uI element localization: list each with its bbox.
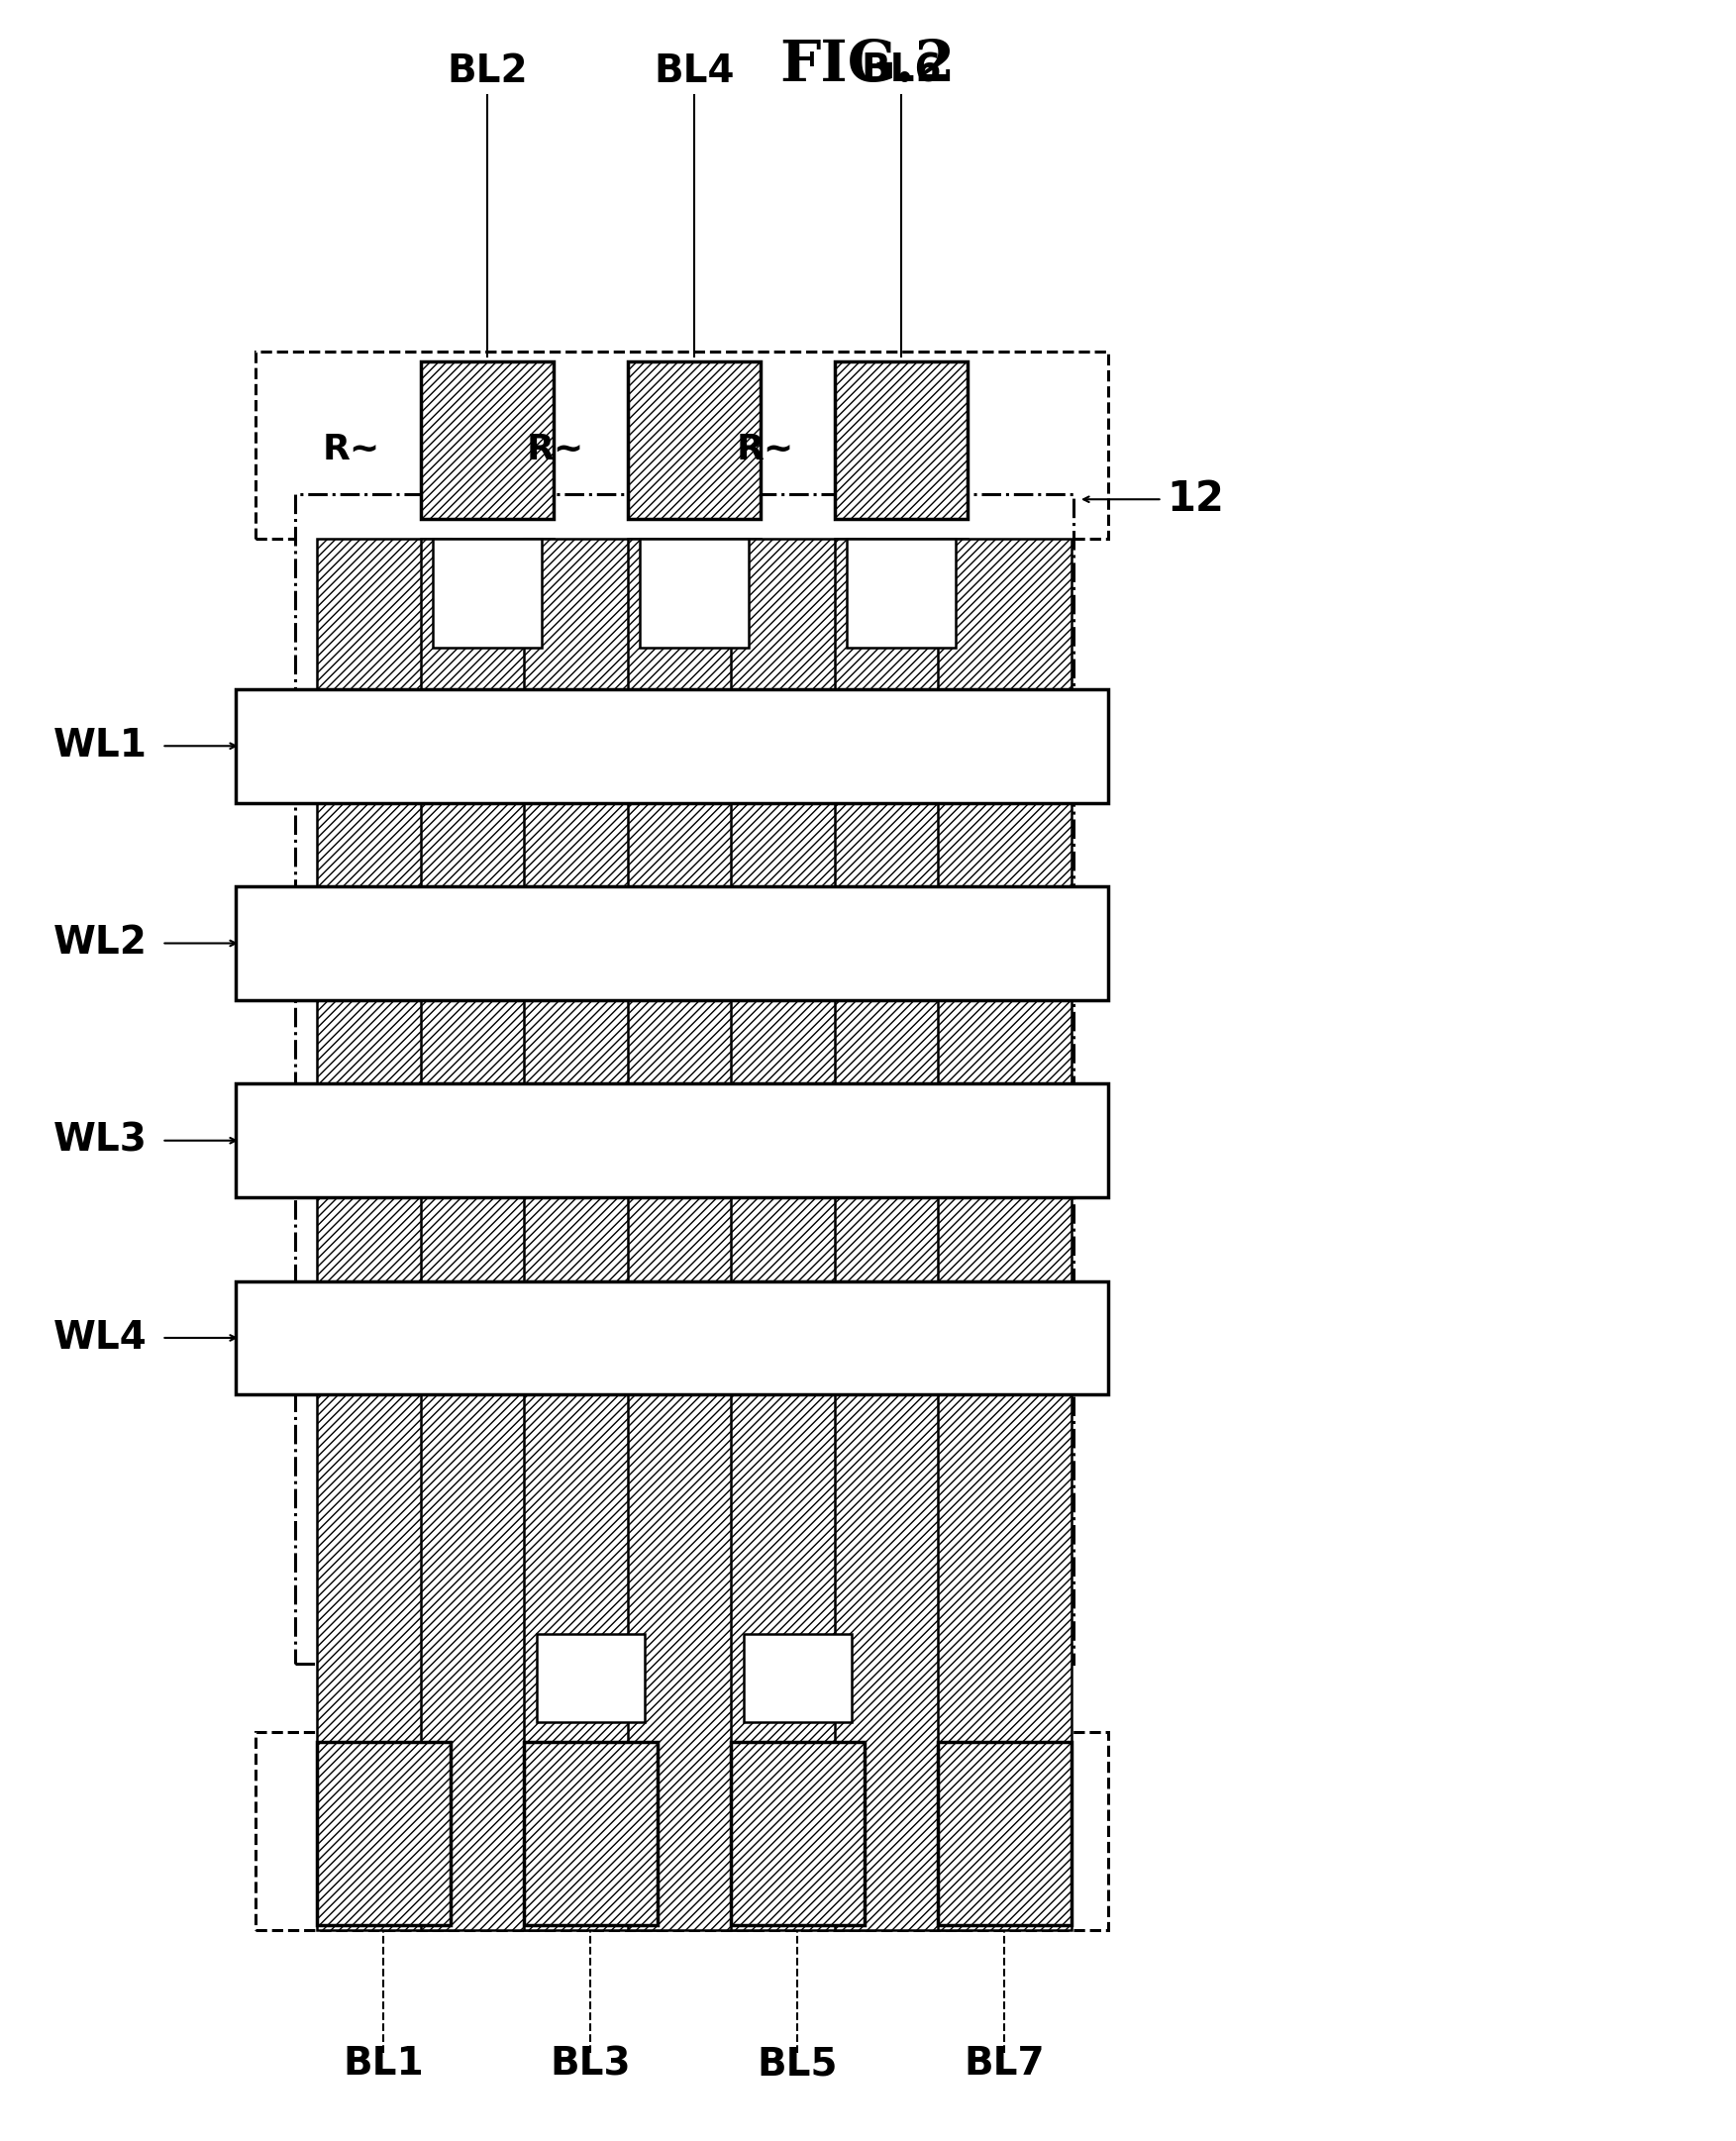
Bar — [937, 1743, 1071, 1925]
Bar — [524, 1280, 658, 1394]
Text: BL2: BL2 — [446, 51, 528, 90]
Bar — [318, 886, 450, 1000]
Bar — [731, 1743, 865, 1925]
Bar — [236, 1280, 1108, 1394]
Bar — [295, 495, 1073, 1664]
Bar — [236, 886, 1108, 1000]
Bar — [420, 886, 554, 1000]
Bar — [627, 362, 760, 518]
Text: R~: R~ — [526, 432, 585, 467]
Bar — [524, 689, 658, 803]
Bar — [731, 540, 865, 1929]
Bar — [420, 1280, 554, 1394]
Text: FIG.2: FIG.2 — [779, 39, 955, 92]
Bar — [937, 1083, 1071, 1197]
Text: BL3: BL3 — [550, 2045, 630, 2083]
Bar — [536, 1634, 644, 1724]
Bar — [318, 689, 450, 803]
Bar — [524, 540, 658, 1929]
Bar — [255, 1732, 1108, 1929]
Text: WL3: WL3 — [54, 1122, 148, 1160]
Bar — [420, 540, 554, 1929]
Bar — [627, 540, 760, 1929]
Text: 12: 12 — [1167, 480, 1224, 520]
Bar — [743, 1634, 852, 1724]
Bar — [937, 1280, 1071, 1394]
Bar — [524, 1083, 658, 1197]
Bar — [835, 1083, 967, 1197]
Text: BL6: BL6 — [861, 51, 941, 90]
Bar — [420, 689, 554, 803]
Bar — [420, 1083, 554, 1197]
Bar — [236, 689, 1108, 803]
Bar — [318, 540, 450, 1929]
Bar — [236, 1280, 1108, 1394]
Bar — [731, 689, 865, 803]
Bar — [847, 540, 955, 647]
Bar — [318, 1743, 450, 1925]
Bar — [835, 689, 967, 803]
Bar — [835, 1280, 967, 1394]
Text: WL4: WL4 — [54, 1319, 148, 1357]
Bar — [236, 689, 1108, 803]
Text: R~: R~ — [323, 432, 380, 467]
Bar — [937, 886, 1071, 1000]
Bar — [641, 540, 748, 647]
Bar — [236, 886, 1108, 1000]
Bar — [835, 886, 967, 1000]
Bar — [318, 1280, 450, 1394]
Bar — [835, 540, 967, 1929]
Bar — [937, 540, 1071, 1929]
Text: BL7: BL7 — [963, 2045, 1045, 2083]
Bar — [731, 1280, 865, 1394]
Bar — [731, 1083, 865, 1197]
Bar — [627, 689, 760, 803]
Bar — [627, 886, 760, 1000]
Text: BL1: BL1 — [344, 2045, 424, 2083]
Bar — [236, 1083, 1108, 1197]
Bar — [627, 1083, 760, 1197]
Bar — [731, 886, 865, 1000]
Bar — [524, 1743, 658, 1925]
Bar — [524, 886, 658, 1000]
Bar — [236, 1083, 1108, 1197]
Bar — [937, 689, 1071, 803]
Bar — [255, 351, 1108, 540]
Bar — [627, 1280, 760, 1394]
Bar — [318, 1083, 450, 1197]
Text: WL2: WL2 — [54, 925, 148, 961]
Text: WL1: WL1 — [54, 728, 148, 764]
Text: R~: R~ — [736, 432, 793, 467]
Bar — [432, 540, 542, 647]
Bar — [420, 362, 554, 518]
Bar — [835, 362, 967, 518]
Text: BL5: BL5 — [757, 2045, 838, 2083]
Text: BL4: BL4 — [654, 51, 734, 90]
